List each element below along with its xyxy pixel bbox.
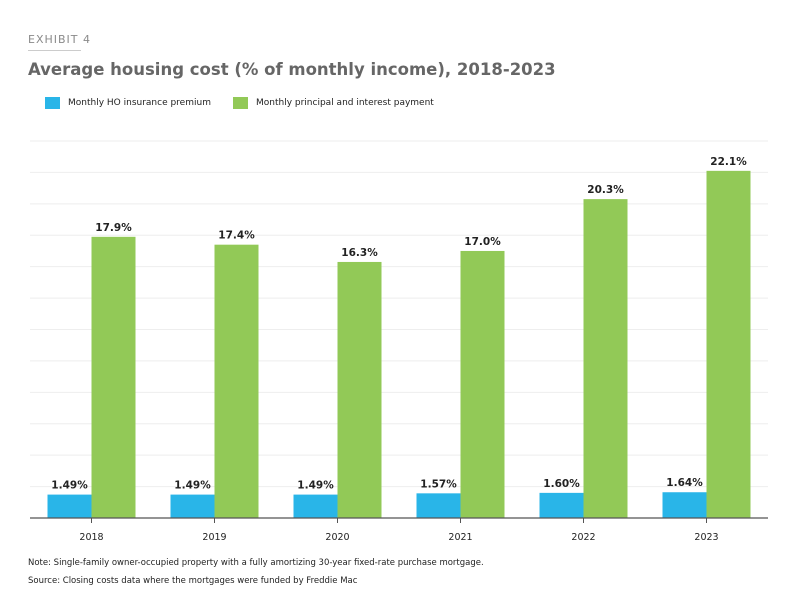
data-label: 1.57% [420, 478, 457, 490]
legend-swatch-principal [233, 97, 248, 109]
data-label: 1.49% [174, 480, 211, 492]
legend-label-principal: Monthly principal and interest payment [256, 98, 434, 108]
data-label: 1.49% [297, 480, 334, 492]
data-label: 1.49% [51, 480, 88, 492]
x-tick-label: 2018 [79, 532, 103, 543]
bar-insurance [416, 493, 461, 518]
bar-insurance [170, 494, 215, 518]
x-tick-label: 2020 [325, 532, 349, 543]
data-label: 17.9% [95, 222, 132, 234]
data-label: 1.60% [543, 478, 580, 490]
x-tick-label: 2023 [694, 532, 718, 543]
bar-insurance [662, 492, 707, 518]
bar-insurance [539, 492, 584, 518]
data-label: 22.1% [710, 156, 747, 168]
data-label: 17.0% [464, 236, 501, 248]
data-label: 17.4% [218, 230, 255, 242]
exhibit-label: EXHIBIT 4 [28, 33, 92, 46]
x-tick-label: 2021 [448, 532, 472, 543]
bar-principal [214, 244, 259, 519]
bar-principal [583, 199, 628, 518]
divider [28, 50, 81, 51]
x-tick-label: 2022 [571, 532, 595, 543]
chart-title: Average housing cost (% of monthly incom… [28, 60, 556, 79]
legend-label-insurance: Monthly HO insurance premium [68, 98, 211, 108]
data-label: 1.64% [666, 477, 703, 489]
footnote: Note: Single-family owner-occupied prope… [28, 558, 484, 568]
bar-insurance [47, 494, 92, 518]
legend-item-principal: Monthly principal and interest payment [233, 97, 434, 109]
bar-principal [337, 261, 382, 518]
bar-insurance [293, 494, 338, 518]
bar-principal [91, 236, 136, 518]
bar-principal [706, 170, 751, 519]
x-tick-label: 2019 [202, 532, 226, 543]
bar-principal [460, 250, 505, 519]
legend-swatch-insurance [45, 97, 60, 109]
data-label: 16.3% [341, 247, 378, 259]
data-label: 20.3% [587, 184, 624, 196]
legend-item-insurance: Monthly HO insurance premium [45, 97, 211, 109]
source-note: Source: Closing costs data where the mor… [28, 576, 358, 586]
